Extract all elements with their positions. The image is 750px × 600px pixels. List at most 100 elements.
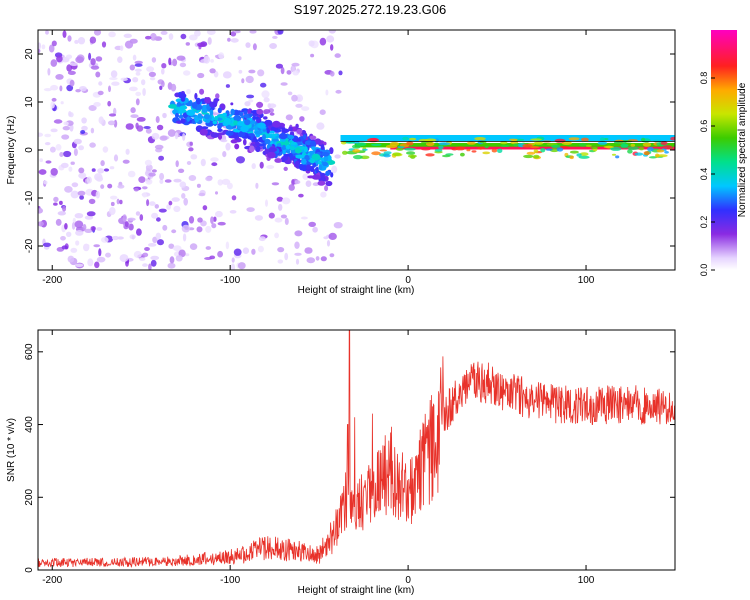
signal-blob	[251, 112, 259, 117]
noise-blob	[159, 135, 168, 141]
signal-blob	[243, 110, 248, 115]
signal-blob	[178, 114, 184, 119]
noise-blob	[73, 148, 78, 157]
signal-blob	[286, 149, 291, 154]
signal-blob	[310, 140, 316, 147]
carrier-blob	[634, 152, 644, 156]
noise-blob	[225, 241, 230, 250]
carrier-blob	[383, 151, 392, 155]
noise-blob	[150, 33, 157, 41]
noise-blob	[328, 232, 337, 240]
y-tick-label: -20	[24, 238, 35, 253]
signal-blob	[254, 130, 263, 135]
noise-blob	[213, 216, 217, 222]
noise-blob	[291, 94, 298, 102]
signal-blob	[298, 164, 307, 171]
carrier-blob	[370, 143, 382, 146]
signal-blob	[212, 120, 218, 125]
noise-blob	[120, 77, 128, 82]
noise-blob	[174, 132, 179, 140]
noise-blob	[93, 102, 101, 107]
y-tick-label: 20	[24, 48, 35, 60]
signal-blob	[233, 120, 238, 126]
noise-blob	[230, 38, 239, 43]
signal-blob	[252, 116, 259, 120]
y-tick-label: 600	[24, 343, 35, 360]
noise-blob	[65, 54, 73, 60]
carrier-blob	[533, 141, 544, 145]
noise-blob	[83, 243, 90, 248]
noise-blob	[81, 125, 88, 131]
carrier-blob	[500, 145, 510, 147]
noise-blob	[320, 256, 327, 262]
signal-blob	[290, 141, 297, 146]
carrier-blob	[545, 148, 553, 151]
noise-blob	[95, 190, 101, 199]
signal-blob	[268, 147, 278, 152]
noise-blob	[88, 105, 97, 111]
carrier-blob	[385, 144, 398, 149]
colorbar: 0.0 0.2 0.4 0.6 0.8 Normalized spectral ampl…	[699, 30, 748, 276]
spectrogram-x-ticks: -200 -100 0 100	[42, 30, 595, 286]
carrier-blob	[523, 154, 534, 159]
noise-blob	[222, 151, 227, 158]
signal-blob	[264, 119, 273, 126]
carrier-blob	[551, 144, 561, 149]
noise-blob	[142, 263, 148, 267]
noise-blob	[55, 74, 64, 80]
signal-blob	[311, 174, 321, 180]
noise-blob	[50, 168, 58, 176]
noise-blob	[233, 248, 242, 256]
noise-blob	[93, 244, 100, 248]
noise-blob	[160, 30, 168, 35]
noise-blob	[156, 217, 161, 222]
noise-blob	[328, 30, 337, 34]
x-tick-label: 100	[578, 575, 595, 586]
noise-blob	[80, 130, 86, 134]
noise-blob	[98, 248, 102, 257]
signal-blob	[264, 138, 271, 145]
carrier-blob	[655, 153, 660, 158]
noise-blob	[63, 121, 69, 126]
signal-blob	[296, 138, 301, 142]
noise-blob	[53, 119, 63, 124]
noise-blob	[146, 199, 150, 207]
noise-blob	[197, 72, 205, 79]
noise-blob	[95, 56, 103, 62]
noise-blob	[169, 256, 175, 264]
noise-blob	[196, 226, 203, 233]
signal-blob	[294, 147, 302, 154]
noise-blob	[135, 71, 141, 76]
carrier-blob	[383, 153, 391, 158]
carrier-blob	[407, 154, 417, 158]
signal-blob	[247, 108, 253, 115]
noise-blob	[89, 142, 96, 148]
noise-blob	[167, 129, 176, 137]
noise-blob	[55, 144, 62, 151]
noise-blob	[277, 30, 284, 35]
noise-blob	[211, 112, 220, 116]
signal-blob	[215, 93, 220, 99]
carrier-blob	[362, 148, 368, 151]
noise-blob	[108, 85, 111, 93]
noise-blob	[280, 82, 288, 86]
snr-panel: -200 -100 0 100 0 200 400 600 Height of straig…	[6, 329, 676, 596]
noise-blob	[64, 186, 73, 193]
colorbar-gradient	[711, 30, 737, 270]
noise-blob	[173, 245, 182, 252]
noise-blob	[225, 142, 231, 151]
noise-blob	[246, 94, 255, 99]
signal-blob	[309, 135, 317, 140]
noise-blob	[157, 239, 164, 246]
signal-blob	[249, 145, 255, 153]
noise-blob	[211, 223, 217, 229]
noise-blob	[73, 138, 82, 145]
signal-blob	[210, 132, 220, 139]
y-tick-label: 200	[24, 488, 35, 505]
signal-blob	[186, 109, 196, 116]
noise-blob	[89, 36, 97, 44]
signal-blob	[225, 130, 234, 136]
noise-blob	[96, 227, 103, 231]
noise-blob	[148, 263, 152, 270]
